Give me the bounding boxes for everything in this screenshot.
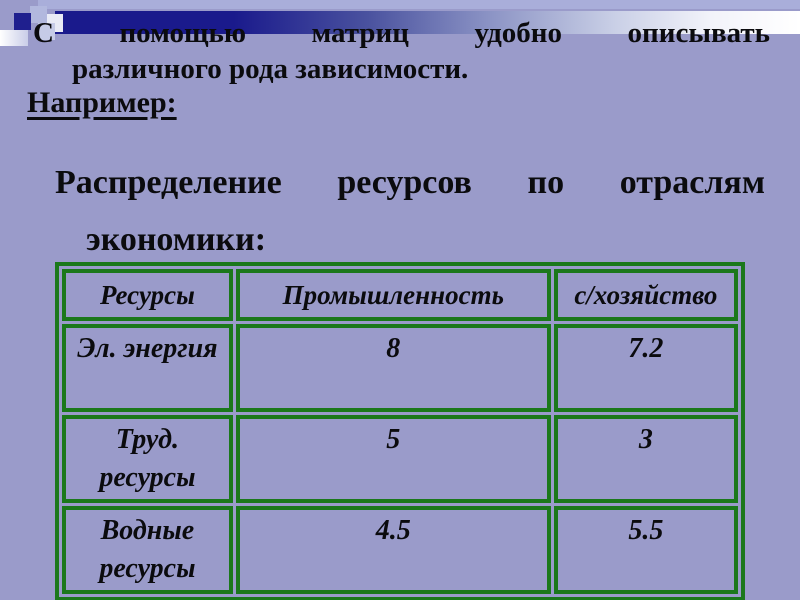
header-cell-agriculture: с/хозяйство — [553, 269, 738, 321]
decor-square-light-1 — [30, 6, 47, 23]
title-word: удобно — [474, 17, 563, 49]
decor-square-light-2 — [38, 23, 55, 40]
subtitle-word: по — [527, 164, 565, 201]
resources-table: Ресурсы Промышленность с/хозяйство Эл. э… — [55, 262, 745, 600]
cell-row3-industry: 4.5 — [235, 506, 551, 594]
top-gradient-bar — [55, 11, 800, 34]
cell-row1-industry: 8 — [235, 324, 551, 412]
table-header-row: Ресурсы Промышленность с/хозяйство — [62, 269, 738, 321]
slide-subtitle-line-2: экономики: — [86, 221, 267, 258]
slide-title-line-1: С помощью матриц удобно описывать — [33, 15, 770, 52]
header-cell-industry: Промышленность — [235, 269, 551, 321]
slide-title: С помощью матриц удобно описывать различ… — [33, 15, 770, 86]
slide-title-line-2: различного рода зависимости. — [72, 53, 469, 85]
header-cell-resources: Ресурсы — [62, 269, 233, 321]
cell-row2-industry: 5 — [235, 415, 551, 503]
title-word: описывать — [627, 17, 770, 49]
table-row: Эл. энергия 8 7.2 — [62, 324, 738, 412]
table-row: Водные ресурсы 4.5 5.5 — [62, 506, 738, 594]
title-word: матриц — [311, 17, 409, 49]
slide-subtitle-line-1: Распределение ресурсов по отраслям — [55, 158, 765, 208]
cell-row1-agriculture: 7.2 — [553, 324, 738, 412]
top-accent-strip — [38, 0, 800, 9]
slide-subtitle: Распределение ресурсов по отраслям эконо… — [55, 158, 765, 260]
cell-row1-label: Эл. энергия — [62, 324, 233, 412]
title-word: С — [33, 17, 54, 49]
cell-row2-agriculture: 3 — [553, 415, 738, 503]
cell-row3-label: Водные ресурсы — [62, 506, 233, 594]
subtitle-word: Распределение — [55, 164, 282, 201]
subtitle-word: отраслям — [619, 164, 765, 201]
title-word: помощью — [119, 17, 246, 49]
decor-square-navy — [14, 13, 31, 30]
cell-row3-agriculture: 5.5 — [553, 506, 738, 594]
example-label: Например: — [27, 86, 177, 119]
cell-row2-label: Труд. ресурсы — [62, 415, 233, 503]
decor-square-white-gradient — [0, 30, 28, 46]
subtitle-word: ресурсов — [337, 164, 472, 201]
table-row: Труд. ресурсы 5 3 — [62, 415, 738, 503]
